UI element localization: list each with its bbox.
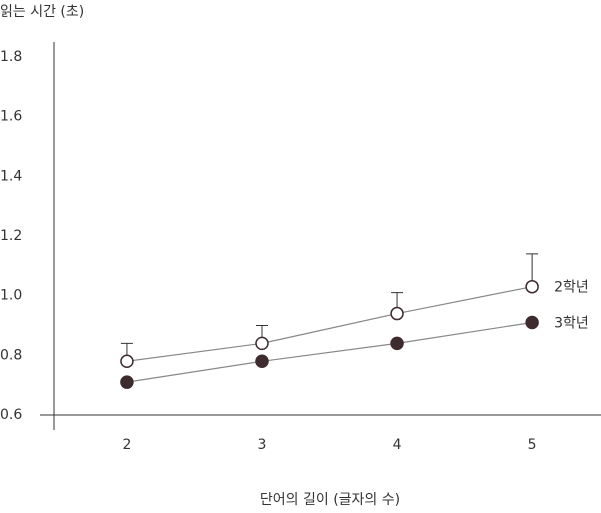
marker	[255, 336, 269, 351]
marker	[525, 279, 539, 294]
series-line	[126, 321, 533, 383]
x-axis-title: 단어의 길이 (글자의 수)	[260, 492, 400, 508]
y-tick-label: 1.2	[0, 228, 22, 244]
y-tick-label: 0.8	[0, 347, 22, 363]
marker	[390, 336, 404, 351]
marker	[525, 315, 539, 330]
x-tick-label: 3	[258, 437, 267, 453]
marker	[390, 306, 404, 321]
marker	[120, 354, 134, 369]
series-label: 3학년	[554, 315, 589, 331]
marker	[120, 375, 134, 389]
y-tick-label: 0.6	[0, 407, 22, 423]
series-line	[126, 286, 533, 362]
series-label: 2학년	[554, 280, 589, 296]
y-tick-label: 1.6	[0, 109, 22, 125]
x-tick-label: 5	[528, 437, 537, 453]
x-tick-label: 2	[122, 437, 131, 453]
y-axis-title: 읽는 시간 (초)	[0, 4, 84, 20]
y-tick-label: 1.4	[0, 168, 22, 184]
x-tick-label: 4	[393, 437, 402, 453]
marker	[255, 354, 269, 369]
y-tick-label: 1.0	[0, 288, 22, 304]
y-tick-label: 1.8	[0, 49, 22, 65]
